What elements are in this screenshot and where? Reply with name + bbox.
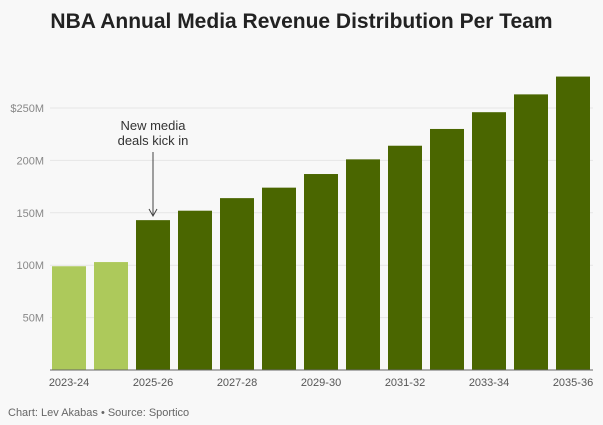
y-tick-label: 200M	[16, 155, 44, 167]
x-tick-label: 2033-34	[469, 377, 509, 389]
bar-2035-36	[556, 76, 590, 370]
bar-2030-31	[346, 159, 380, 370]
bar-2023-24	[52, 266, 86, 370]
bar-2034-35	[514, 94, 548, 370]
chart-credit: Chart: Lev Akabas • Source: Sportico	[8, 407, 190, 419]
annotation-text: deals kick in	[118, 133, 189, 148]
bar-2027-28	[220, 198, 254, 370]
x-tick-label: 2029-30	[301, 377, 341, 389]
annotation-text: New media	[120, 118, 186, 133]
bar-2024-25	[94, 262, 128, 370]
x-tick-label: 2023-24	[49, 377, 89, 389]
y-tick-label: $250M	[10, 103, 44, 115]
x-tick-label: 2027-28	[217, 377, 257, 389]
x-tick-label: 2025-26	[133, 377, 173, 389]
chart-title: NBA Annual Media Revenue Distribution Pe…	[50, 10, 553, 33]
bar-2033-34	[472, 112, 506, 370]
y-tick-label: 150M	[16, 208, 44, 220]
y-tick-label: 50M	[23, 313, 44, 325]
bar-2025-26	[136, 220, 170, 370]
bar-2026-27	[178, 210, 212, 370]
arrowhead-icon	[148, 208, 158, 218]
y-tick-label: 100M	[16, 260, 44, 272]
bar-2031-32	[388, 145, 422, 370]
bar-2032-33	[430, 128, 464, 370]
x-tick-label: 2031-32	[385, 377, 425, 389]
x-tick-label: 2035-36	[553, 377, 593, 389]
bar-2029-30	[304, 174, 338, 370]
bar-2028-29	[262, 187, 296, 370]
